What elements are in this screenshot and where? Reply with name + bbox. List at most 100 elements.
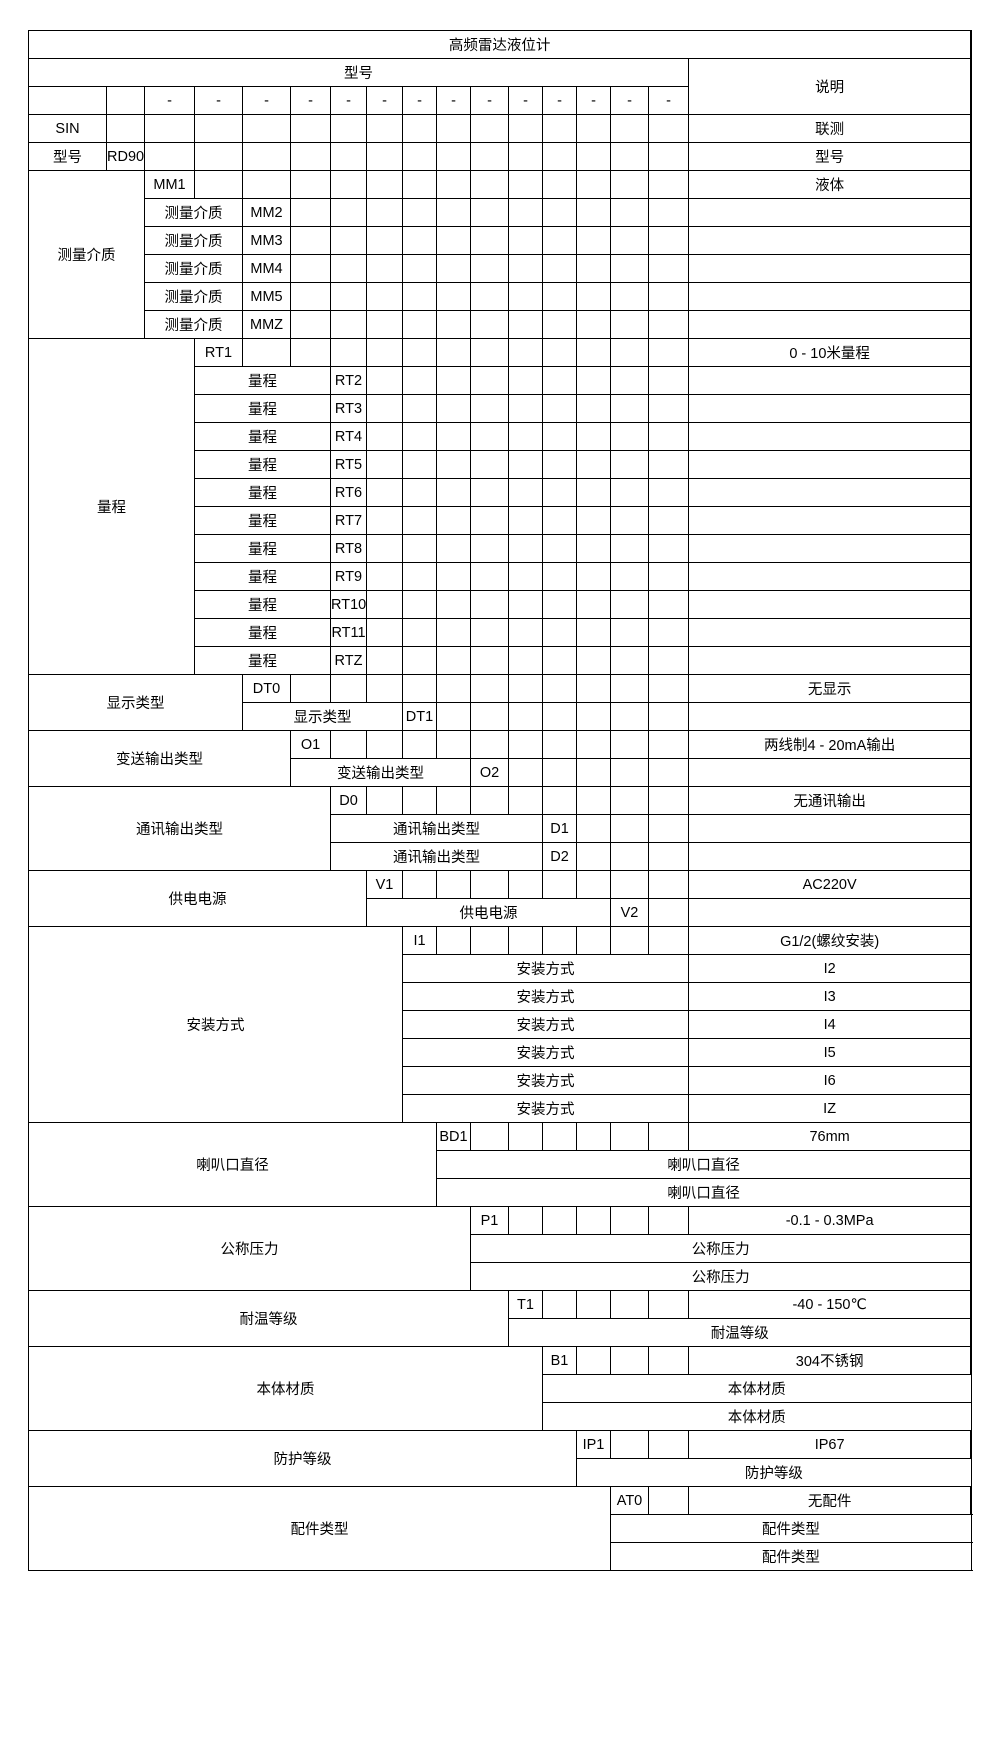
category-label-4: 量程 <box>28 338 195 675</box>
blank-cell <box>508 478 543 507</box>
blank-cell <box>610 646 649 675</box>
category-label-4: 量程 <box>194 590 331 619</box>
blank-cell <box>402 170 437 199</box>
blank-cell <box>242 338 291 367</box>
blank-cell <box>648 114 689 143</box>
blank-cell <box>576 674 611 703</box>
blank-cell <box>576 366 611 395</box>
blank-cell <box>366 590 403 619</box>
dash-cell: - <box>610 86 649 115</box>
blank-cell <box>542 926 577 955</box>
blank-cell <box>648 198 689 227</box>
category-label-8: 供电电源 <box>28 870 367 927</box>
blank-cell <box>290 254 331 283</box>
blank-cell <box>610 198 649 227</box>
dash-cell: - <box>508 86 543 115</box>
blank-cell <box>576 926 611 955</box>
category-label-15: 配件类型 <box>610 1542 972 1571</box>
blank-cell <box>402 618 437 647</box>
blank-cell <box>576 338 611 367</box>
blank-cell <box>687 450 972 479</box>
table-row: 喇叭口直径BD3121mm <box>29 1178 972 1207</box>
blank-cell <box>610 422 649 451</box>
blank-cell <box>576 842 611 871</box>
blank-cell <box>470 506 509 535</box>
blank-cell <box>610 114 649 143</box>
table-row: 公称压力 P1 -0.1 - 0.3MPa <box>28 1206 972 1291</box>
category-label-4: 量程 <box>194 506 331 535</box>
blank-cell <box>610 506 649 535</box>
table-row: 本体材质B3喷四氟 <box>29 1402 972 1431</box>
header-row: 型号 说明 <box>28 58 972 115</box>
blank-cell <box>648 702 689 731</box>
blank-cell <box>402 646 437 675</box>
blank-cell <box>687 254 972 283</box>
category-label-9: 安装方式 <box>402 1010 689 1039</box>
blank-cell <box>290 170 331 199</box>
table-row: 耐温等级 T1 -40 - 150℃ <box>28 1290 972 1347</box>
category-label-12: 耐温等级 <box>507 1318 972 1347</box>
blank-cell <box>648 282 689 311</box>
blank-cell <box>576 1122 611 1151</box>
blank-cell <box>542 1290 577 1319</box>
blank-cell <box>610 1206 649 1235</box>
blank-cell <box>470 534 509 563</box>
blank-cell <box>402 114 437 143</box>
blank-cell <box>290 282 331 311</box>
blank-cell <box>508 646 543 675</box>
blank-cell <box>610 590 649 619</box>
blank-cell <box>470 338 509 367</box>
code-cell-RT8: RT8 <box>330 534 367 563</box>
blank-cell <box>470 114 509 143</box>
description-D0: 无通讯输出 <box>687 786 972 815</box>
table-row: 量程RT110 - 70米量程 <box>29 618 972 647</box>
category-label-4: 量程 <box>194 394 331 423</box>
blank-cell <box>436 254 471 283</box>
blank-cell <box>508 730 543 759</box>
category-label-9: 安装方式 <box>402 982 689 1011</box>
blank-cell <box>508 870 543 899</box>
blank-cell <box>290 338 331 367</box>
blank-cell <box>436 506 471 535</box>
code-cell-MM5: MM5 <box>242 282 291 311</box>
blank-cell <box>366 198 403 227</box>
blank-cell <box>576 786 611 815</box>
blank-cell <box>508 226 543 255</box>
blank-cell <box>508 534 543 563</box>
blank-cell <box>610 618 649 647</box>
table-row: 耐温等级T2-40 - 250℃ <box>29 1318 972 1347</box>
blank-cell <box>402 786 437 815</box>
blank-cell <box>610 562 649 591</box>
blank-cell <box>648 618 689 647</box>
dash-cell: - <box>648 86 689 115</box>
blank-cell <box>687 618 972 647</box>
blank-cell <box>648 534 689 563</box>
table-row: 显示类型 DT0 无显示 <box>28 674 972 731</box>
blank-cell <box>610 170 649 199</box>
blank-cell <box>648 786 689 815</box>
description-V1: AC220V <box>687 870 972 899</box>
blank-cell <box>648 590 689 619</box>
blank-cell <box>576 170 611 199</box>
blank-cell <box>470 926 509 955</box>
blank-cell <box>366 226 403 255</box>
table-row: 量程RT90 - 50米量程 <box>29 562 972 591</box>
blank-cell <box>402 422 437 451</box>
code-cell-I4: I4 <box>687 1010 972 1039</box>
blank-cell <box>542 114 577 143</box>
blank-cell <box>648 562 689 591</box>
sheet-title: 高频雷达液位计 <box>27 30 972 59</box>
category-label-9: 安装方式 <box>402 1038 689 1067</box>
blank-cell <box>290 310 331 339</box>
blank-cell <box>648 226 689 255</box>
dash-cell: - <box>470 86 509 115</box>
blank-cell <box>576 618 611 647</box>
blank-cell <box>542 394 577 423</box>
blank-cell <box>470 226 509 255</box>
blank-cell <box>470 478 509 507</box>
blank-cell <box>576 198 611 227</box>
blank-cell <box>542 282 577 311</box>
blank-cell <box>576 254 611 283</box>
code-cell-RT5: RT5 <box>330 450 367 479</box>
code-cell-V1: V1 <box>366 870 403 899</box>
